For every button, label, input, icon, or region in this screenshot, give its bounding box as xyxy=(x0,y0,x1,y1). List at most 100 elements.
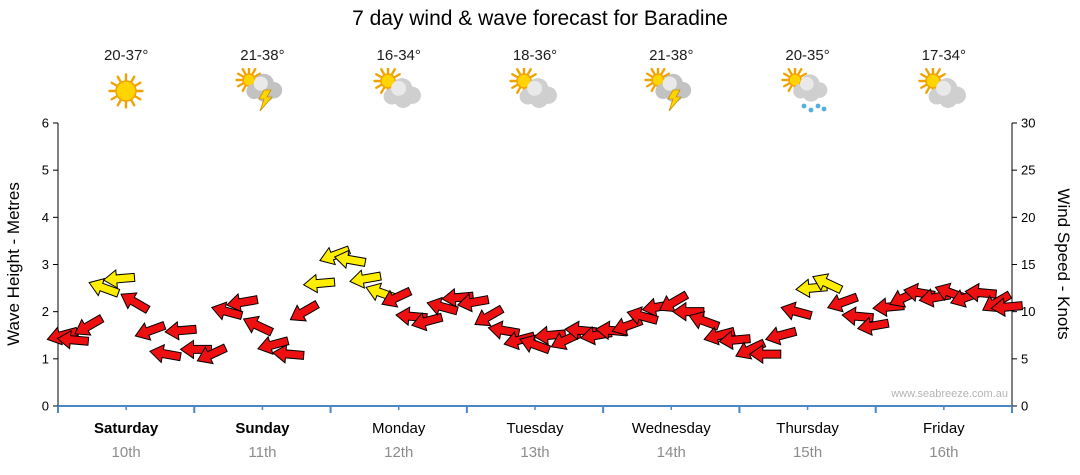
wind-arrow-shape xyxy=(456,292,490,313)
wind-arrow-shape xyxy=(134,321,167,341)
day-date: 13th xyxy=(520,444,550,461)
y-right-tick-label: 20 xyxy=(1021,210,1035,225)
day-name: Monday xyxy=(372,420,426,437)
sun-disc xyxy=(787,73,802,87)
weather-icon-partly-cloudy xyxy=(918,68,966,108)
wind-arrow-shape xyxy=(503,330,536,351)
wind-arrow xyxy=(441,287,474,308)
cloud-icon xyxy=(383,78,421,108)
weather-icon-rain-showers xyxy=(780,68,827,113)
wind-arrow xyxy=(74,314,105,336)
wind-arrow-shape xyxy=(381,286,413,308)
sun-ray xyxy=(511,83,519,89)
wind-arrow xyxy=(780,301,813,321)
sun-ray xyxy=(924,68,931,76)
wind-arrow-shape xyxy=(718,330,751,351)
sun-ray xyxy=(516,68,522,76)
y-right-tick-label: 10 xyxy=(1021,304,1035,319)
day-date: 16th xyxy=(929,444,959,461)
sun-icon xyxy=(108,73,144,109)
wind-arrow xyxy=(196,343,228,365)
cloud-highlight xyxy=(253,76,269,91)
y-left-tick-label: 5 xyxy=(42,163,49,178)
sun-ray xyxy=(526,68,532,76)
wind-arrow xyxy=(519,334,552,355)
day-date: 14th xyxy=(656,444,686,461)
sun-ray xyxy=(110,81,118,87)
wind-arrow xyxy=(990,297,1024,318)
sun-ray xyxy=(374,83,382,89)
sun-ray xyxy=(390,68,396,76)
wind-arrow-shape xyxy=(688,310,721,331)
wind-arrow-shape xyxy=(812,273,844,294)
wind-arrow xyxy=(658,290,690,313)
day-date: 12th xyxy=(384,444,414,461)
cloud-highlight xyxy=(390,80,406,96)
wind-arrow xyxy=(164,320,197,341)
sun-ray xyxy=(796,68,803,76)
sun-ray xyxy=(660,68,666,76)
wind-arrow xyxy=(179,339,213,360)
sun-ray xyxy=(237,82,245,88)
day-date: 15th xyxy=(792,444,823,461)
sun-ray xyxy=(799,72,807,78)
sun-ray xyxy=(237,72,245,78)
wind-arrow-shape xyxy=(826,292,859,313)
raindrop xyxy=(808,107,813,113)
wind-arrow xyxy=(826,292,859,313)
cloud-highlight xyxy=(935,80,951,96)
wind-arrow-shape xyxy=(856,316,890,337)
weather-icon-partly-cloudy xyxy=(373,68,421,108)
wind-arrow xyxy=(349,269,382,289)
sun-ray xyxy=(241,84,248,93)
sun-icon xyxy=(235,68,264,94)
wind-arrow xyxy=(503,330,536,351)
sun-ray xyxy=(782,72,790,78)
cloud-highlight xyxy=(799,76,814,91)
wind-arrow-shape xyxy=(748,344,782,365)
raindrop xyxy=(815,103,820,109)
wind-arrow-shape xyxy=(257,335,290,355)
day-temp-range: 16-34° xyxy=(376,47,421,64)
wind-arrow xyxy=(764,326,798,346)
sun-ray xyxy=(374,73,382,79)
y-right-tick-label: 15 xyxy=(1021,257,1035,272)
wind-arrow-shape xyxy=(302,273,336,294)
wind-arrow-shape xyxy=(735,338,767,360)
wind-arrow xyxy=(120,292,151,314)
y-left-tick-label: 6 xyxy=(42,116,49,131)
y-left-tick-label: 2 xyxy=(42,304,49,319)
sun-ray xyxy=(110,95,118,101)
wind-arrow-shape xyxy=(764,326,798,346)
cloud-icon xyxy=(519,78,557,108)
wind-arrow-shape xyxy=(149,343,182,364)
wind-arrow-shape xyxy=(120,292,151,314)
sun-ray xyxy=(529,73,537,79)
day-temp-range: 18-36° xyxy=(512,47,558,64)
cloud-icon xyxy=(792,74,827,102)
sun-ray xyxy=(646,72,654,78)
watermark: www.seabreeze.com.au xyxy=(891,388,1008,400)
wind-arrow xyxy=(856,316,890,337)
sun-ray xyxy=(787,68,793,76)
wind-arrow-shape xyxy=(658,290,690,313)
wind-arrow-shape xyxy=(88,277,121,298)
sun-ray xyxy=(130,75,136,83)
wind-arrow xyxy=(474,304,505,327)
wind-arrow-shape xyxy=(474,304,505,327)
wind-arrow-shape xyxy=(164,320,197,341)
day-name: Tuesday xyxy=(506,420,564,437)
day-temp-range: 20-37° xyxy=(103,47,149,64)
y-left-tick-label: 4 xyxy=(42,210,49,225)
day-temp-range: 20-35° xyxy=(785,47,830,64)
wind-arrow-shape xyxy=(533,325,567,346)
wind-arrow-shape xyxy=(196,343,228,365)
wind-arrow xyxy=(735,338,767,360)
sun-ray xyxy=(379,86,385,94)
y-left-tick-label: 0 xyxy=(42,399,49,414)
sun-ray xyxy=(646,82,654,88)
day-date: 10th xyxy=(111,444,141,461)
wind-arrow xyxy=(102,268,136,289)
wind-arrow-shape xyxy=(703,326,736,346)
cloud-highlight xyxy=(662,76,678,91)
